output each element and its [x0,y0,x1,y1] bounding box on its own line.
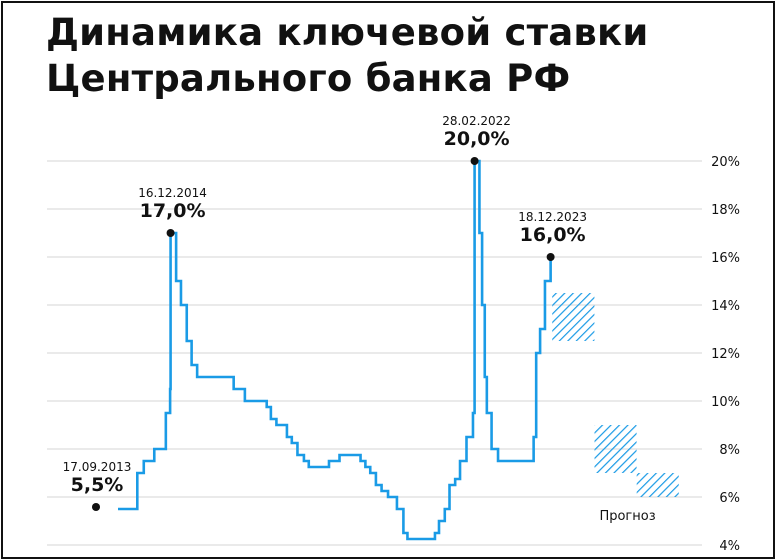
y-tick-label-10: 10% [711,395,740,410]
y-tick-label-16: 16% [711,251,740,266]
forecast-range-3 [636,473,679,497]
y-tick-label-12: 12% [711,347,740,362]
y-tick-label-20: 20% [711,155,740,170]
annotation-value-3: 20,0% [444,128,510,150]
chart-title: Динамика ключевой ставки Центрального ба… [46,10,648,102]
annotation-date-1: 17.09.2013 [63,460,132,474]
y-tick-label-6: 6% [719,491,740,506]
y-tick-label-14: 14% [711,299,740,314]
annotation-dot-2 [166,229,175,237]
forecast-label: Прогноз [599,509,655,524]
annotation-date-2: 16.12.2014 [138,186,207,200]
forecast-range-2 [594,425,637,473]
key-rate-line [118,159,552,541]
annotation-value-1: 5,5% [71,474,124,496]
annotation-dot-4 [546,253,555,261]
annotation-date-3: 28.02.2022 [442,114,511,128]
annotation-date-4: 18.12.2023 [518,210,587,224]
annotation-value-4: 16,0% [520,224,586,246]
annotation-dot-1 [92,503,100,511]
annotation-value-2: 17,0% [140,200,206,222]
y-tick-label-4: 4% [719,539,740,554]
annotation-dot-3 [470,157,479,165]
chart-title-line-2: Центрального банка РФ [46,57,571,100]
y-tick-label-8: 8% [719,443,740,458]
forecast-range-1 [552,293,595,341]
y-tick-label-18: 18% [711,203,740,218]
chart-title-line-1: Динамика ключевой ставки [46,11,649,54]
